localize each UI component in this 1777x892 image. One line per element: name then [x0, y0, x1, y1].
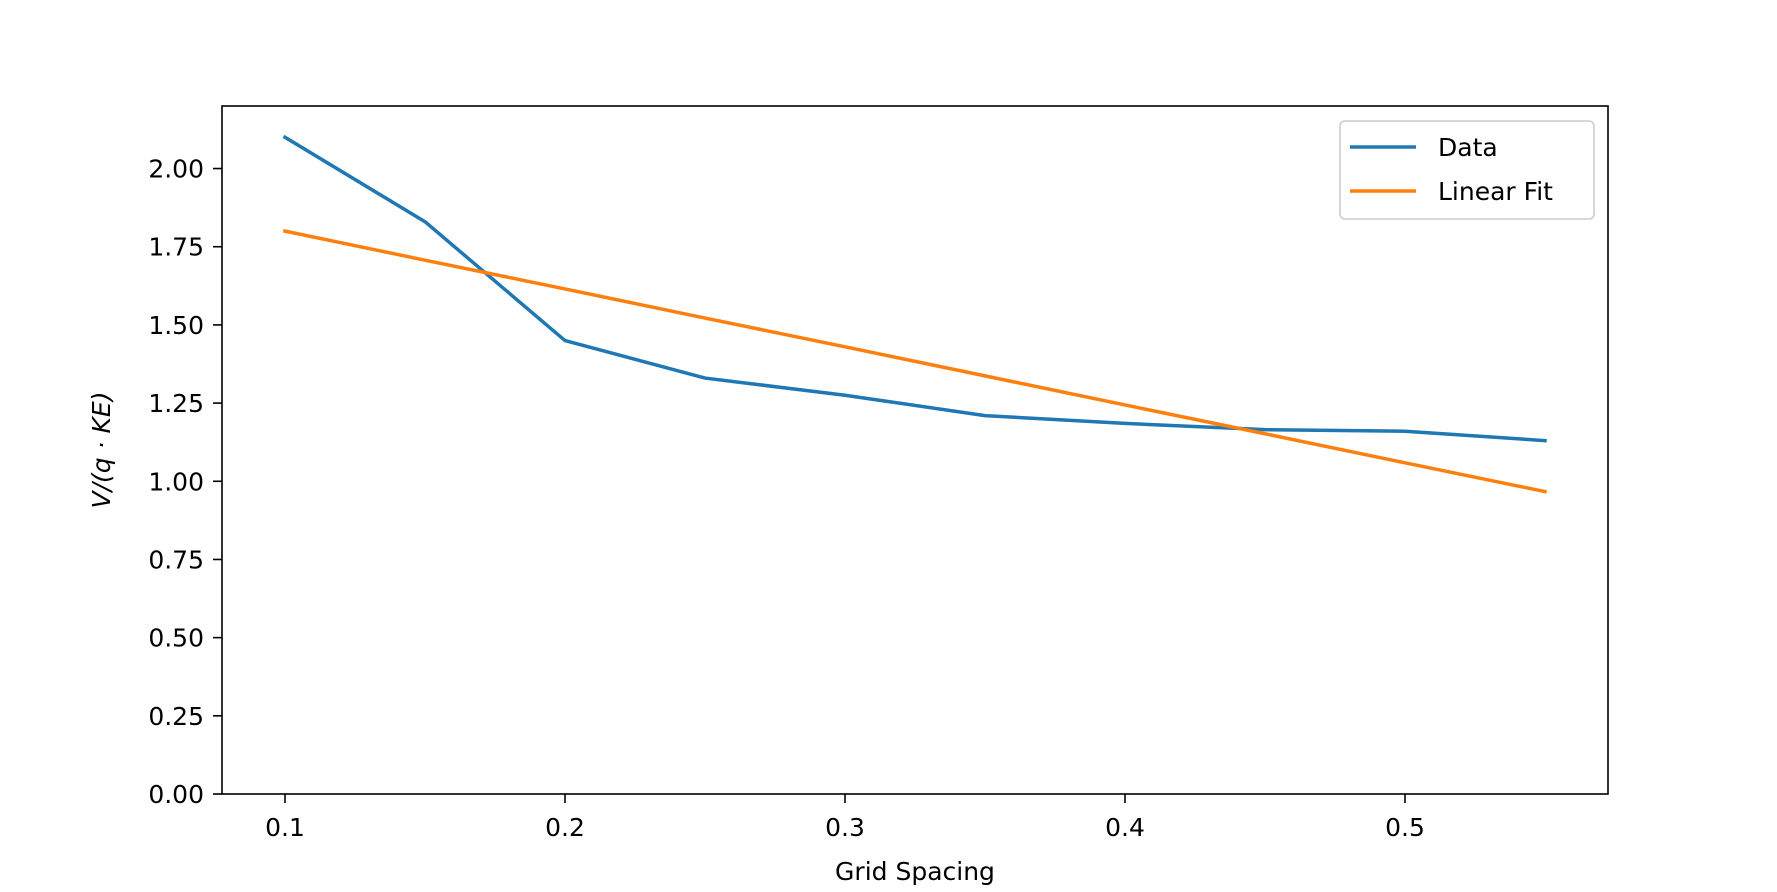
x-tick-label: 0.5	[1385, 813, 1425, 842]
y-tick-label: 1.75	[148, 233, 204, 262]
x-tick-label: 0.4	[1105, 813, 1145, 842]
x-tick-label: 0.1	[265, 813, 305, 842]
x-axis-label: Grid Spacing	[835, 857, 995, 886]
series-line-data	[282, 134, 1547, 443]
y-tick-label: 0.25	[148, 702, 204, 731]
y-tick-label: 1.50	[148, 311, 204, 340]
y-tick-label: 2.00	[148, 155, 204, 184]
legend-label-data: Data	[1438, 133, 1498, 162]
x-ticks-layer: 0.1 0.2 0.3 0.4 0.5	[265, 794, 1425, 842]
series-line-linear-fit	[282, 229, 1548, 494]
legend-label-linear-fit: Linear Fit	[1438, 177, 1553, 206]
x-tick-label: 0.3	[825, 813, 865, 842]
y-axis-label: V/(q · KE)	[87, 392, 116, 509]
y-tick-label: 0.50	[148, 624, 204, 653]
y-ticks-layer: 0.00 0.25 0.50 0.75 1.00 1.25 1.50 1.75 2.00	[148, 155, 222, 809]
y-tick-label: 1.00	[148, 467, 204, 496]
y-tick-label: 1.25	[148, 389, 204, 418]
series-layer	[282, 134, 1548, 494]
plot-frame	[221, 105, 1609, 795]
x-tick-label: 0.2	[545, 813, 585, 842]
y-tick-label: 0.75	[148, 545, 204, 574]
y-tick-label: 0.00	[148, 780, 204, 809]
legend: Data Linear Fit	[1339, 120, 1595, 220]
